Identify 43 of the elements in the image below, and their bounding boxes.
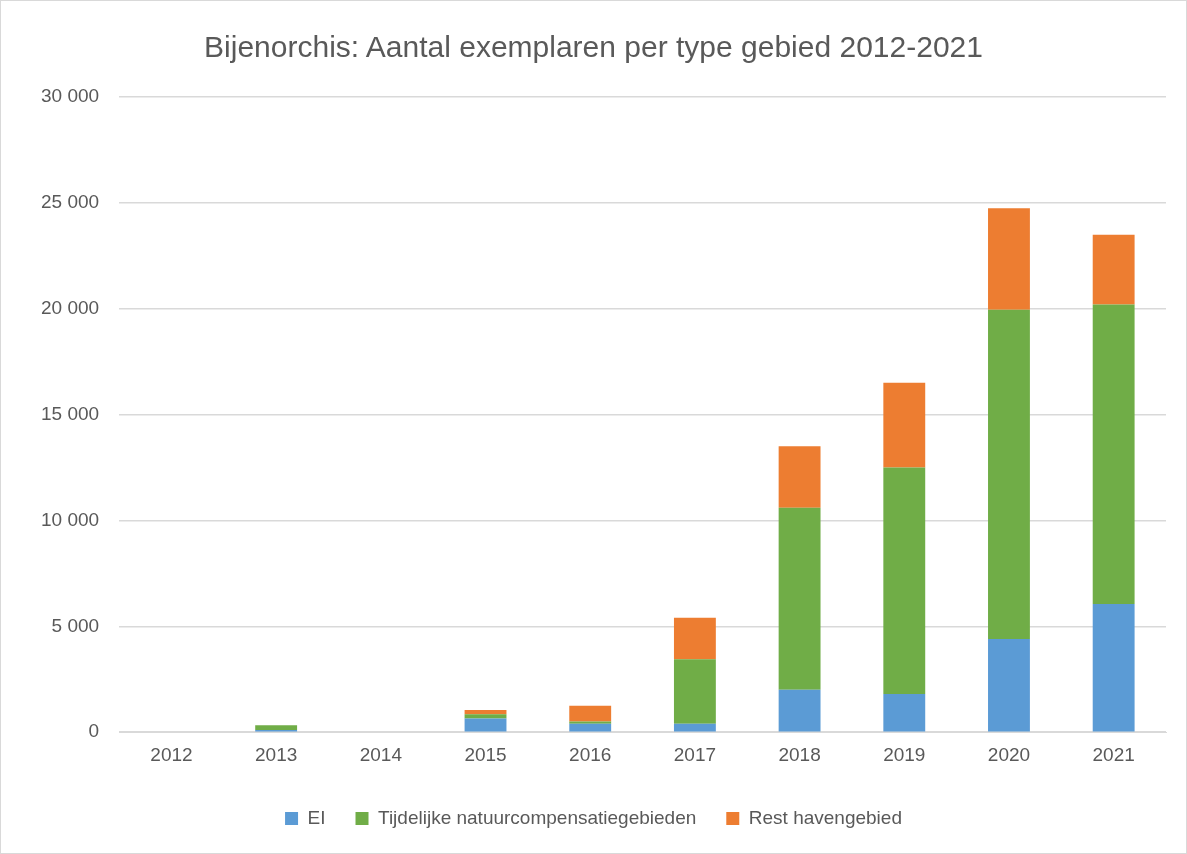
chart-title: Bijenorchis: Aantal exemplaren per type gebied 2012-2021 [204,30,983,64]
bar [988,309,1030,640]
x-tick-label: 2013 [255,743,298,765]
y-tick-label: 10 000 [40,508,100,530]
bar [988,639,1030,732]
bar [778,446,821,508]
bar [673,617,716,660]
x-tick-label: 2014 [359,743,403,765]
bar [464,709,507,715]
bar [464,714,507,719]
legend-label: EI [307,806,326,828]
bar [1092,604,1135,732]
bar [673,723,716,732]
y-tick-label: 20 000 [40,296,100,318]
bar [988,208,1030,310]
bar [1092,304,1135,605]
bar [255,725,298,731]
x-tick-label: 2012 [150,743,193,765]
bar [1092,234,1135,305]
bar [673,659,716,724]
x-tick-label: 2021 [1092,743,1135,765]
bar [569,721,612,724]
x-tick-label: 2017 [673,743,717,765]
x-tick-label: 2020 [987,743,1031,765]
x-tick-label: 2019 [883,743,926,765]
x-tick-label: 2015 [464,743,507,765]
bar [883,467,926,695]
bar [778,689,821,732]
x-tick-label: 2018 [778,743,821,765]
y-tick-label: 15 000 [40,402,100,424]
legend-label: Tijdelijke natuurcompensatiegebieden [378,806,697,828]
x-tick-label: 2016 [569,743,612,765]
bar [883,694,926,732]
bar [569,705,612,722]
y-tick-label: 0 [88,720,100,742]
bar [778,507,821,690]
y-tick-label: 5 000 [51,614,100,636]
bar [464,718,507,732]
y-tick-label: 25 000 [40,191,100,213]
y-tick-label: 30 000 [40,85,100,107]
legend-label: Rest havengebied [748,806,902,828]
bar [569,723,612,732]
bar [883,382,926,468]
